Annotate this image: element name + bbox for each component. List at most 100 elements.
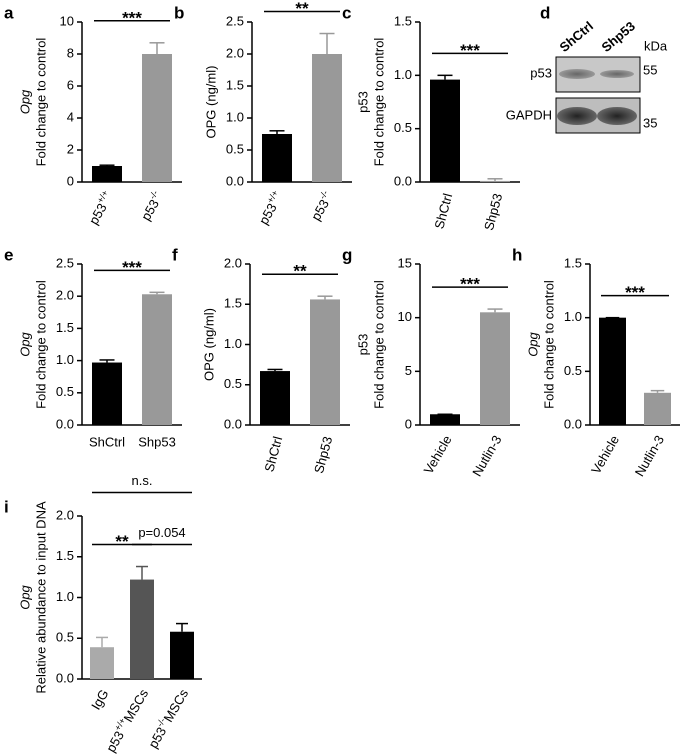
bar [92,362,122,425]
bar [599,317,626,425]
chart-panel: i Opg Relative abundance to input DNA 0.0 0.… [4,473,202,754]
blot-band [600,70,634,78]
y-tick-label: 10 [60,13,74,28]
x-tick-label: IgG [88,687,111,713]
y-tick-label: 2.5 [56,255,74,270]
error-bar [437,74,453,80]
x-tick-label: Shp53 [311,435,335,475]
row-label: p53 [530,65,552,80]
bar [130,579,154,679]
y-tick-label: 0 [67,173,74,188]
bar [312,54,342,182]
error-bar [149,291,165,295]
x-tick-label: p53-/- [307,189,337,224]
x-tick-label: ShCtrl [89,434,125,449]
bar [430,414,460,425]
significance-label: *** [460,41,480,60]
y-tick-label: 1.0 [394,67,412,82]
significance-label: ** [115,532,129,551]
significance-label: *** [122,8,142,27]
y-axis-label: Fold change to control [33,280,48,409]
bar [644,392,671,425]
significance-label: *** [625,283,645,302]
panel-letter: h [512,245,522,264]
y-tick-label: 1.5 [224,296,242,311]
y-tick-label: 0.5 [564,363,582,378]
y-axis-label: OPG (ng/ml) [201,308,216,381]
error-bar [99,359,115,363]
y-tick-label: 0 [405,416,412,431]
significance-label: p=0.054 [138,525,185,540]
x-tick-label-part: MSCs [161,686,192,725]
y-axis-label: Fold change to control [371,38,386,167]
x-tick-label: p53+/+ [254,189,286,228]
x-tick-label: Nutlin-3 [632,433,667,479]
chart-panel: h Opg Fold change to control 0.0 0.5 1.0 1.5 Ve… [512,245,680,479]
error-bar [96,636,108,648]
y-tick-label: 10 [398,309,412,324]
chart-panel: b OPG (ng/ml) 0.0 0.5 1.0 1.5 2.0 2.5 p53+/+ p53-… [174,0,352,227]
y-tick-label: 0.5 [226,141,244,156]
bar [262,134,292,182]
y-tick-label: 5 [405,363,412,378]
x-tick-label: ShCtrl [261,435,285,474]
lane-label: Shp53 [598,18,638,55]
y-tick-label: 0.5 [56,384,74,399]
y-axis-label: p53 [355,334,370,356]
error-bar [136,565,148,580]
y-tick-label: 2.0 [56,507,74,522]
y-tick-label: 0.5 [56,630,74,645]
panel-letter: b [174,3,184,22]
y-tick-label: 1.0 [564,309,582,324]
y-tick-label: 2.5 [226,13,244,28]
error-bar [319,32,335,54]
x-tick-label: Shp53 [138,434,176,449]
blot-band [557,107,597,125]
y-axis-label: p53 [355,91,370,113]
size-label: 35 [643,115,657,130]
bar [310,299,340,425]
y-tick-label: 6 [67,77,74,92]
significance-label: *** [122,258,142,277]
panel-letter: d [540,3,550,22]
y-axis-label: Opg [17,331,32,356]
x-tick-label-part: p53 [138,197,162,223]
panel-letter: g [342,245,352,264]
y-tick-label: 1.5 [564,255,582,270]
y-tick-label: 8 [67,45,74,60]
error-bar [487,308,503,313]
bar [92,166,122,182]
x-tick-label: p53-/-MSCs [144,685,192,751]
y-tick-label: 2.0 [226,45,244,60]
x-tick-label: p53+/+ [84,189,116,228]
panel-letter: c [342,3,351,22]
significance-label: *** [460,275,480,294]
blot-band [559,69,595,79]
y-tick-label: 1.5 [56,320,74,335]
error-bar [487,178,503,181]
chart-panel: f OPG (ng/ml) 0.0 0.5 1.0 1.5 2.0 ShCtrl Shp53 ** [172,245,350,475]
x-tick-label-part: p53 [104,729,128,754]
y-tick-label: 0.5 [224,376,242,391]
chart-panel: e Opg Fold change to control 0.0 0.5 1.0 1.5 2.… [4,245,182,449]
error-bar [317,295,333,300]
bar [142,294,172,425]
y-tick-label: 1.0 [224,336,242,351]
y-axis-label: OPG (ng/ml) [203,66,218,139]
error-bar [99,164,115,166]
y-tick-label: 0.0 [224,416,242,431]
y-tick-label: 0.0 [56,416,74,431]
blot-panel: d ShCtrl Shp53 kDa p53 55 GAPDH 35 [506,3,668,134]
panel-letter: e [4,245,13,264]
y-axis-label: Relative abundance to input DNA [33,501,48,694]
panel-letter: f [172,245,178,264]
bar [480,312,510,425]
y-axis-label: Opg [17,89,32,114]
y-tick-label: 1.5 [394,13,412,28]
y-tick-label: 4 [67,109,74,124]
y-tick-label: 1.0 [56,589,74,604]
unit-label: kDa [644,38,668,53]
y-tick-label: 2 [67,141,74,156]
